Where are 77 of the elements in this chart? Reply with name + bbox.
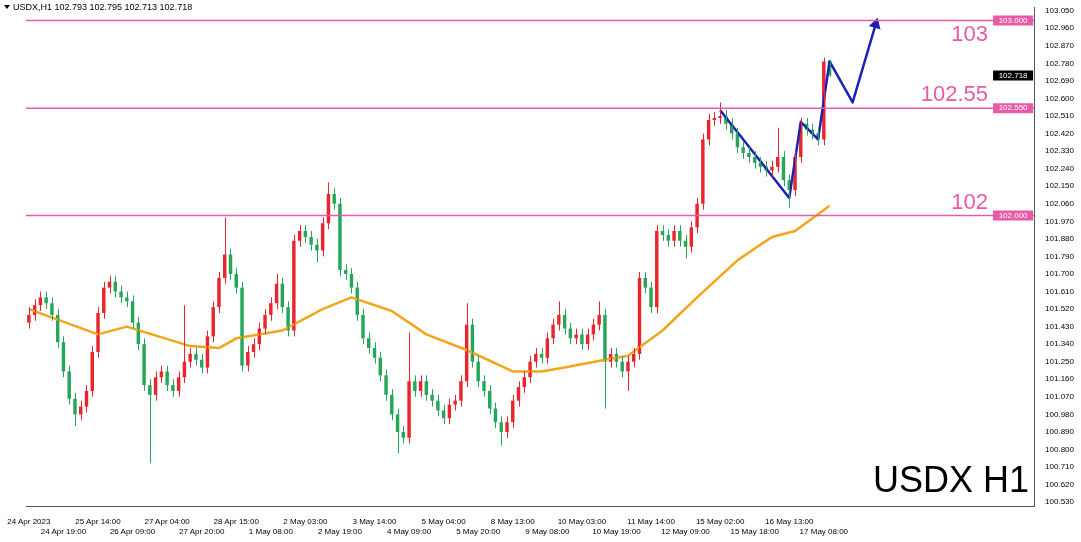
x-tick-label: 25 Apr 14:00 [75, 517, 122, 527]
y-tick-label: 101.700 [1045, 269, 1075, 279]
y-tick-label: 102.150 [1045, 181, 1075, 191]
y-tick-label: 100.890 [1045, 427, 1075, 437]
candlestick [430, 388, 434, 408]
x-tick-label: 26 Apr 09:00 [109, 527, 156, 537]
y-tick-label: 102.510 [1045, 111, 1075, 121]
y-tick-label: 102.600 [1045, 93, 1075, 103]
y-tick-label: 100.620 [1045, 479, 1075, 489]
y-tick-label: 102.690 [1045, 76, 1075, 86]
x-tick-label: 11 May 14:00 [627, 517, 676, 527]
ref-line-label: 102.55 [920, 81, 989, 107]
x-tick-label: 27 Apr 20:00 [179, 527, 225, 537]
y-tick-label: 102.870 [1045, 41, 1075, 51]
ref-line-label: 103 [951, 20, 989, 46]
candlestick [269, 296, 273, 322]
annotation: 102.718 [998, 70, 1029, 80]
candlestick [315, 238, 319, 263]
ref-line-label: 102 [951, 188, 989, 214]
x-tick-label: 3 May 14:00 [352, 517, 398, 527]
x-tick-label: 2 May 03:00 [283, 517, 328, 527]
y-tick-label: 101.970 [1045, 216, 1075, 226]
candlestick [574, 328, 578, 345]
x-tick-label: 16 May 13:00 [765, 517, 815, 527]
x-tick-label: 12 May 09:00 [661, 527, 711, 537]
y-tick-label: 101.430 [1045, 321, 1075, 331]
x-tick-label: 2 May 19:00 [317, 527, 363, 537]
x-tick-label: 10 May 03:00 [557, 517, 607, 527]
y-tick-label: 101.340 [1045, 339, 1075, 349]
x-tick-label: 17 May 08:00 [799, 527, 849, 537]
annotation: 102.550 [998, 103, 1029, 113]
y-tick-label: 100.710 [1045, 462, 1075, 472]
candlestick [741, 140, 745, 160]
x-tick-label: 24 Apr 19:00 [40, 527, 87, 537]
annotation: 103.000 [998, 15, 1029, 25]
x-tick-label: 10 May 19:00 [592, 527, 642, 537]
y-tick-label: 101.610 [1045, 286, 1075, 296]
x-tick-label: 9 May 08:00 [525, 527, 570, 537]
y-tick-label: 101.520 [1045, 304, 1075, 314]
x-tick-label: 28 Apr 15:00 [213, 517, 260, 527]
y-tick-label: 100.530 [1045, 497, 1075, 507]
x-tick-label: 1 May 08:00 [248, 527, 294, 537]
y-tick-label: 102.780 [1045, 58, 1075, 68]
annotation: USDX H1 [872, 459, 1029, 500]
y-tick-label: 102.240 [1045, 163, 1075, 173]
y-tick-label: 102.420 [1045, 128, 1075, 138]
y-tick-label: 103.050 [1045, 5, 1075, 15]
y-tick-label: 101.070 [1045, 392, 1075, 402]
candlestick [459, 374, 463, 408]
candlestick [384, 369, 388, 402]
y-tick-label: 102.330 [1045, 146, 1075, 156]
x-tick-label: 4 May 09:00 [387, 527, 432, 537]
y-tick-label: 101.880 [1045, 234, 1075, 244]
x-tick-label: 24 Apr 2023 [7, 517, 51, 527]
candlestick [194, 347, 198, 367]
x-tick-label: 8 May 13:00 [490, 517, 536, 527]
y-tick-label: 100.980 [1045, 409, 1075, 419]
y-tick-label: 102.060 [1045, 198, 1075, 208]
x-tick-label: 27 Apr 04:00 [144, 517, 191, 527]
annotation: 102.000 [998, 210, 1029, 220]
chart-title: USDX,H1 102.793 102.795 102.713 102.718 [13, 2, 193, 12]
y-tick-label: 100.800 [1045, 444, 1075, 454]
x-tick-label: 5 May 04:00 [421, 517, 467, 527]
candlestick [770, 160, 774, 177]
x-tick-label: 15 May 02:00 [695, 517, 745, 527]
x-tick-label: 5 May 20:00 [456, 527, 501, 537]
y-tick-label: 101.160 [1045, 374, 1075, 384]
x-tick-label: 15 May 18:00 [730, 527, 780, 537]
candlestick [44, 291, 48, 310]
y-tick-label: 102.960 [1045, 23, 1075, 33]
candlestick [50, 296, 54, 322]
y-tick-label: 101.250 [1045, 356, 1075, 366]
y-tick-label: 101.790 [1045, 251, 1075, 261]
candlestick [747, 146, 751, 164]
candlestick [125, 291, 129, 308]
candlestick [453, 394, 457, 411]
candlestick [171, 378, 175, 398]
